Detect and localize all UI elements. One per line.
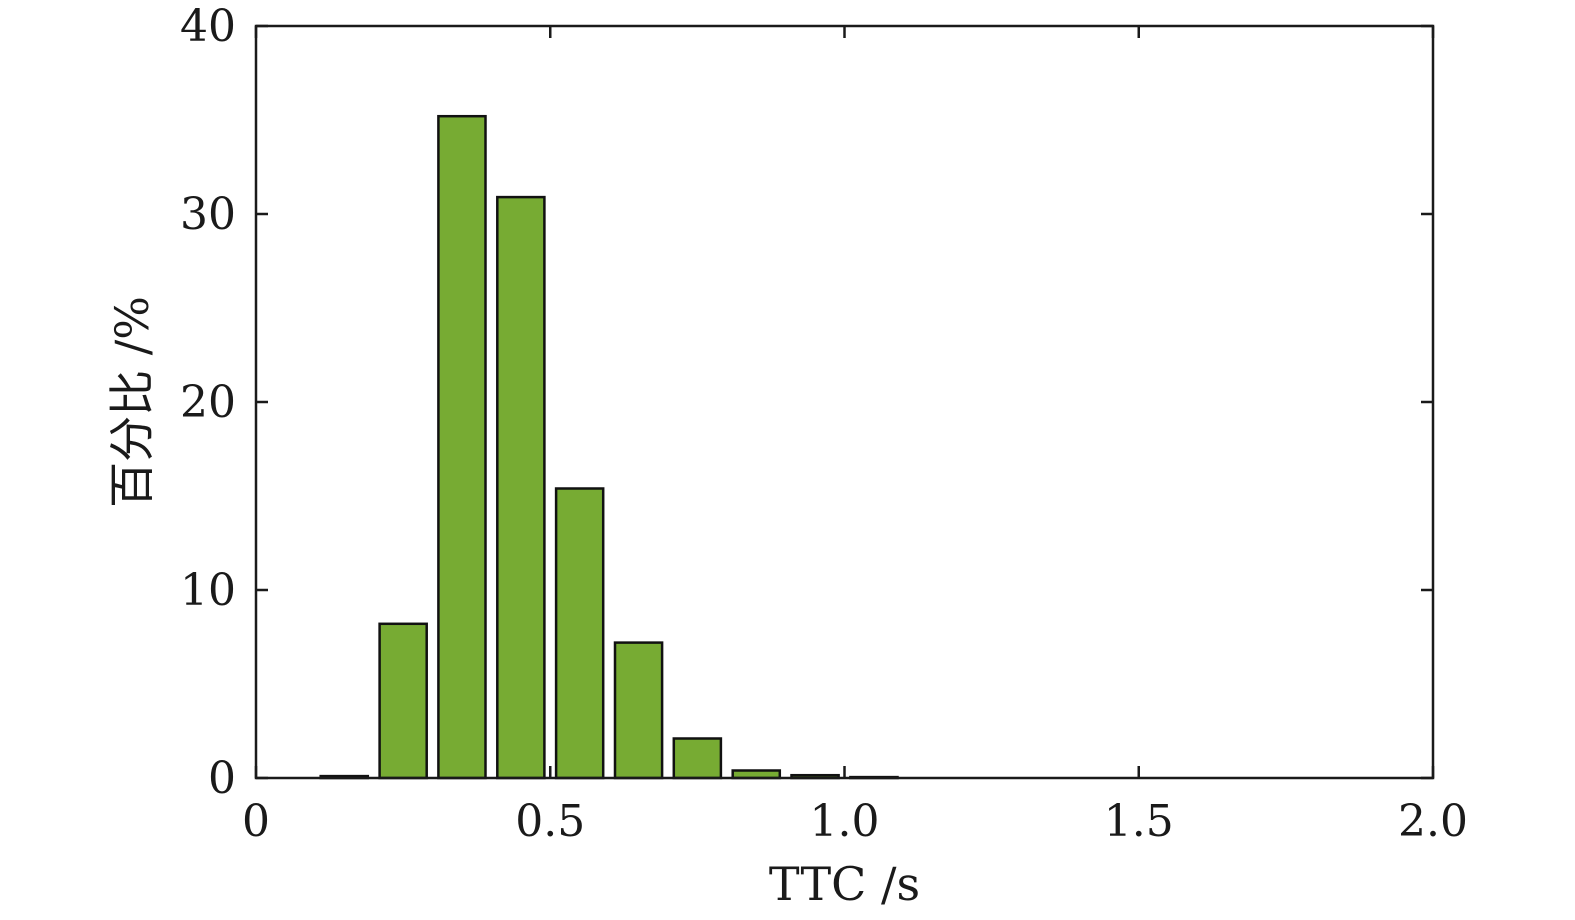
x-tick-label-4: 2.0	[1398, 796, 1468, 847]
x-tick-label-2: 1.0	[810, 796, 880, 847]
bar-4	[554, 487, 605, 780]
y-tick-label-1: 10	[180, 565, 236, 616]
bar-5	[613, 641, 664, 780]
bar-2	[437, 114, 487, 780]
x-axis-label: TTC /s	[769, 857, 920, 911]
y-tick-label-4: 40	[180, 1, 236, 52]
x-tick-label-0: 0	[242, 796, 270, 847]
bar-6	[672, 737, 723, 780]
axis-tick-labels: 0 0.5 1.0 1.5 2.0 0 10 20 30 40	[180, 1, 1468, 847]
y-tick-label-2: 20	[180, 377, 236, 428]
x-tick-label-3: 1.5	[1104, 796, 1174, 847]
y-tick-label-0: 0	[208, 753, 236, 804]
bar-3	[496, 195, 546, 780]
y-tick-label-3: 30	[180, 189, 236, 240]
bars-group	[319, 114, 899, 780]
y-axis-label: 百分比 /%	[105, 296, 159, 508]
plot-frame	[254, 24, 1435, 780]
x-tick-label-1: 0.5	[515, 796, 585, 847]
bar-1	[378, 622, 428, 780]
axis-ticks	[254, 24, 1435, 780]
